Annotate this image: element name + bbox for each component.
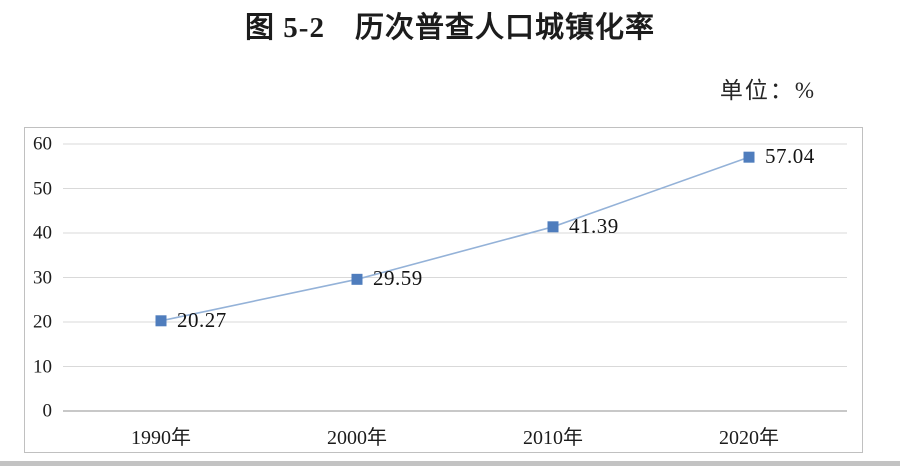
x-tick-label: 2010年: [523, 427, 583, 449]
data-line: [160, 156, 750, 322]
x-tick-label: 2000年: [327, 427, 387, 449]
y-tick-label: 10: [33, 356, 52, 377]
urbanization-line-chart: [63, 143, 847, 412]
y-tick-label: 60: [33, 133, 52, 155]
data-marker: [547, 221, 559, 233]
y-tick-label: 40: [33, 222, 52, 244]
figure-title: 图 5-2 历次普查人口城镇化率: [245, 12, 655, 44]
data-marker: [743, 151, 755, 163]
y-tick-label: 0: [42, 400, 53, 422]
y-tick-label: 30: [33, 267, 52, 288]
y-tick-label: 20: [33, 311, 52, 333]
chart-frame: 0 10 20 30 40 50 60 1990年 2000年 2010年 2020年 20.27…: [24, 127, 863, 453]
data-marker: [155, 315, 167, 327]
data-point-label: 41.39: [569, 213, 619, 238]
data-point-label: 20.27: [177, 307, 227, 332]
data-marker: [351, 273, 363, 285]
x-tick-label: 1990年: [131, 427, 191, 449]
y-tick-label: 50: [33, 178, 52, 199]
x-tick-label: 2020年: [719, 427, 779, 449]
unit-label: 单位：%: [719, 78, 816, 103]
data-point-label: 29.59: [373, 266, 423, 291]
bottom-divider: [0, 461, 900, 466]
data-point-label: 57.04: [765, 144, 815, 169]
